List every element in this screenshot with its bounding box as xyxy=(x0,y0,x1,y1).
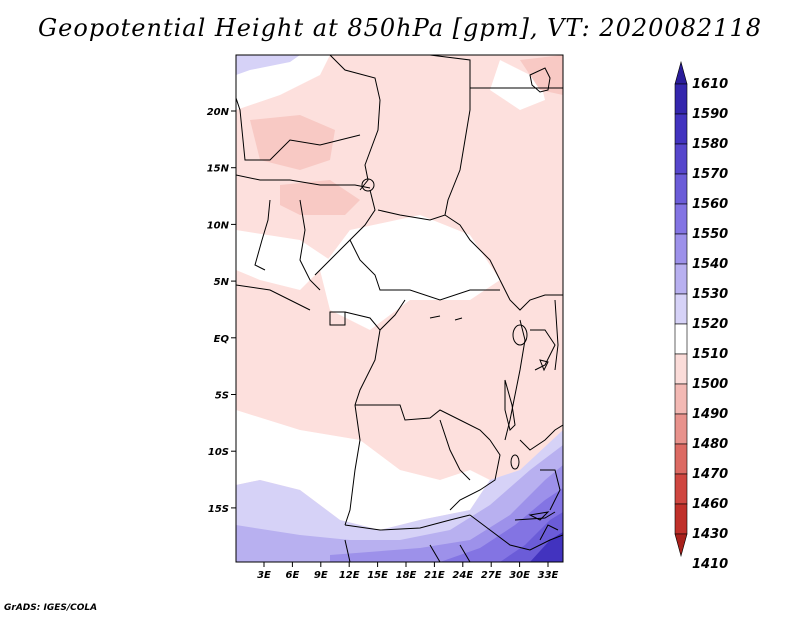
longitude-axis: 3E 6E 9E 12E 15E 18E 21E 24E 27E 30E 33E xyxy=(257,562,559,581)
colorbar-swatch xyxy=(674,143,688,175)
colorbar-swatch xyxy=(674,503,688,535)
colorbar-swatch xyxy=(674,443,688,475)
colorbar-label: 1430 xyxy=(692,527,728,542)
colorbar-swatch xyxy=(674,533,688,558)
colorbar-label: 1550 xyxy=(692,227,728,242)
lat-tick-label: EQ xyxy=(214,334,230,345)
colorbar-swatch xyxy=(674,413,688,445)
colorbar-label: 1410 xyxy=(692,557,728,572)
field-white-west xyxy=(236,230,330,290)
colorbar-label: 1580 xyxy=(692,137,728,152)
field-red-3 xyxy=(520,55,563,95)
colorbar-swatch xyxy=(674,263,688,295)
colorbar-label: 1500 xyxy=(692,377,728,392)
colorbar-swatch xyxy=(674,113,688,145)
colorbar-label: 1540 xyxy=(692,257,728,272)
lat-tick-label: 15S xyxy=(208,504,229,515)
field-red-1 xyxy=(250,115,335,170)
colorbar-swatch xyxy=(674,293,688,325)
field-blue-north xyxy=(236,55,300,75)
colorbar-swatch xyxy=(674,233,688,265)
lon-tick-label: 15E xyxy=(367,570,388,581)
field-white-ne xyxy=(490,60,545,110)
colorbar-swatch xyxy=(674,383,688,415)
field-white-north xyxy=(236,55,330,110)
colorbar-swatch xyxy=(674,60,688,85)
field-red-2 xyxy=(280,180,360,215)
colorbar-label: 1480 xyxy=(692,437,728,452)
colorbar-label: 1610 xyxy=(692,77,728,92)
lon-tick-label: 9E xyxy=(314,570,328,581)
lon-tick-label: 33E xyxy=(538,570,559,581)
lon-tick-label: 3E xyxy=(257,570,271,581)
colorbar-swatch xyxy=(674,83,688,115)
lakes xyxy=(361,178,550,521)
colorbar-label: 1470 xyxy=(692,467,728,482)
chart-title: Geopotential Height at 850hPa [gpm], VT:… xyxy=(38,14,762,42)
colorbar-label: 1520 xyxy=(692,317,728,332)
map-frame xyxy=(235,54,564,563)
colorbar-swatch xyxy=(674,323,688,355)
colorbar-swatch xyxy=(674,353,688,385)
field-white-center xyxy=(320,215,500,330)
field-white-south xyxy=(236,410,490,530)
colorbar-label: 1490 xyxy=(692,407,728,422)
red-sea-coast xyxy=(529,67,551,93)
field-blue-2 xyxy=(236,445,563,562)
lon-tick-label: 18E xyxy=(396,570,417,581)
map-plot-area xyxy=(236,55,563,562)
lat-tick-label: 10S xyxy=(208,447,229,458)
lon-tick-label: 30E xyxy=(509,570,530,581)
colorbar-swatch xyxy=(674,173,688,205)
colorbar-label: 1590 xyxy=(692,107,728,122)
colorbar-label: 1460 xyxy=(692,497,728,512)
lon-tick-label: 27E xyxy=(481,570,502,581)
colorbar-label: 1560 xyxy=(692,197,728,212)
footer-credit: GrADS: IGES/COLA xyxy=(4,603,98,613)
lat-tick-label: 10N xyxy=(207,220,230,231)
lat-tick-label: 20N xyxy=(207,107,230,118)
colorbar-swatch xyxy=(674,473,688,505)
colorbar: 1610 1590 1580 1570 1560 1550 1540 1530 1520 1510… xyxy=(674,60,728,572)
lat-tick-label: 15N xyxy=(207,164,230,175)
borders xyxy=(236,55,563,562)
lat-tick-label: 5S xyxy=(215,391,229,402)
lon-tick-label: 24E xyxy=(452,570,473,581)
colorbar-label: 1530 xyxy=(692,287,728,302)
latitude-axis: 20N 15N 10N 5N EQ 5S 10S 15S xyxy=(207,107,236,515)
lon-tick-label: 21E xyxy=(424,570,445,581)
colorbar-swatch xyxy=(674,203,688,235)
lat-tick-label: 5N xyxy=(214,277,230,288)
lon-tick-label: 12E xyxy=(339,570,360,581)
colorbar-label: 1510 xyxy=(692,347,728,362)
lon-tick-label: 6E xyxy=(286,570,300,581)
colorbar-label: 1570 xyxy=(692,167,728,182)
field-blue-6 xyxy=(530,532,563,562)
